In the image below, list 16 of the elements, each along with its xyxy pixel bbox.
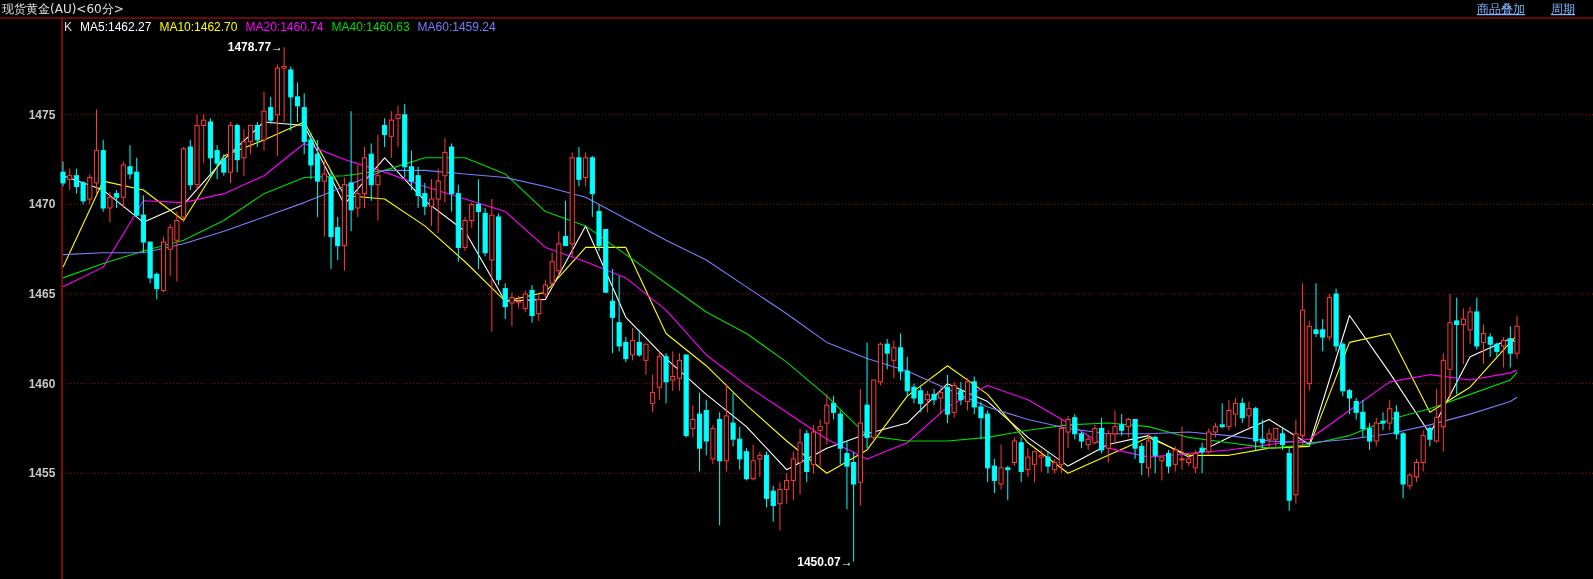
annotation: K — [64, 20, 73, 34]
text: 商品叠加 — [1477, 2, 1525, 16]
y-tick-label: 1460 — [28, 376, 56, 391]
annotation: 1450.07→ — [797, 554, 853, 569]
y-tick-label: 1475 — [28, 107, 56, 122]
y-tick-label: 1455 — [28, 466, 56, 481]
text: MA10:1462.70 — [159, 20, 238, 34]
annotation: 1478.77→ — [227, 40, 284, 55]
text: MA5:1462.27 — [80, 20, 152, 34]
text: 周期 — [1551, 2, 1575, 16]
y-tick-label: 1465 — [28, 287, 56, 302]
chart-title: 现货黄金(AU)<60分> — [2, 2, 124, 16]
y-tick-label: 1470 — [28, 197, 56, 212]
text: MA40:1460.63 — [331, 20, 410, 34]
text: MA60:1459.24 — [417, 20, 496, 34]
text: MA20:1460.74 — [245, 20, 324, 34]
